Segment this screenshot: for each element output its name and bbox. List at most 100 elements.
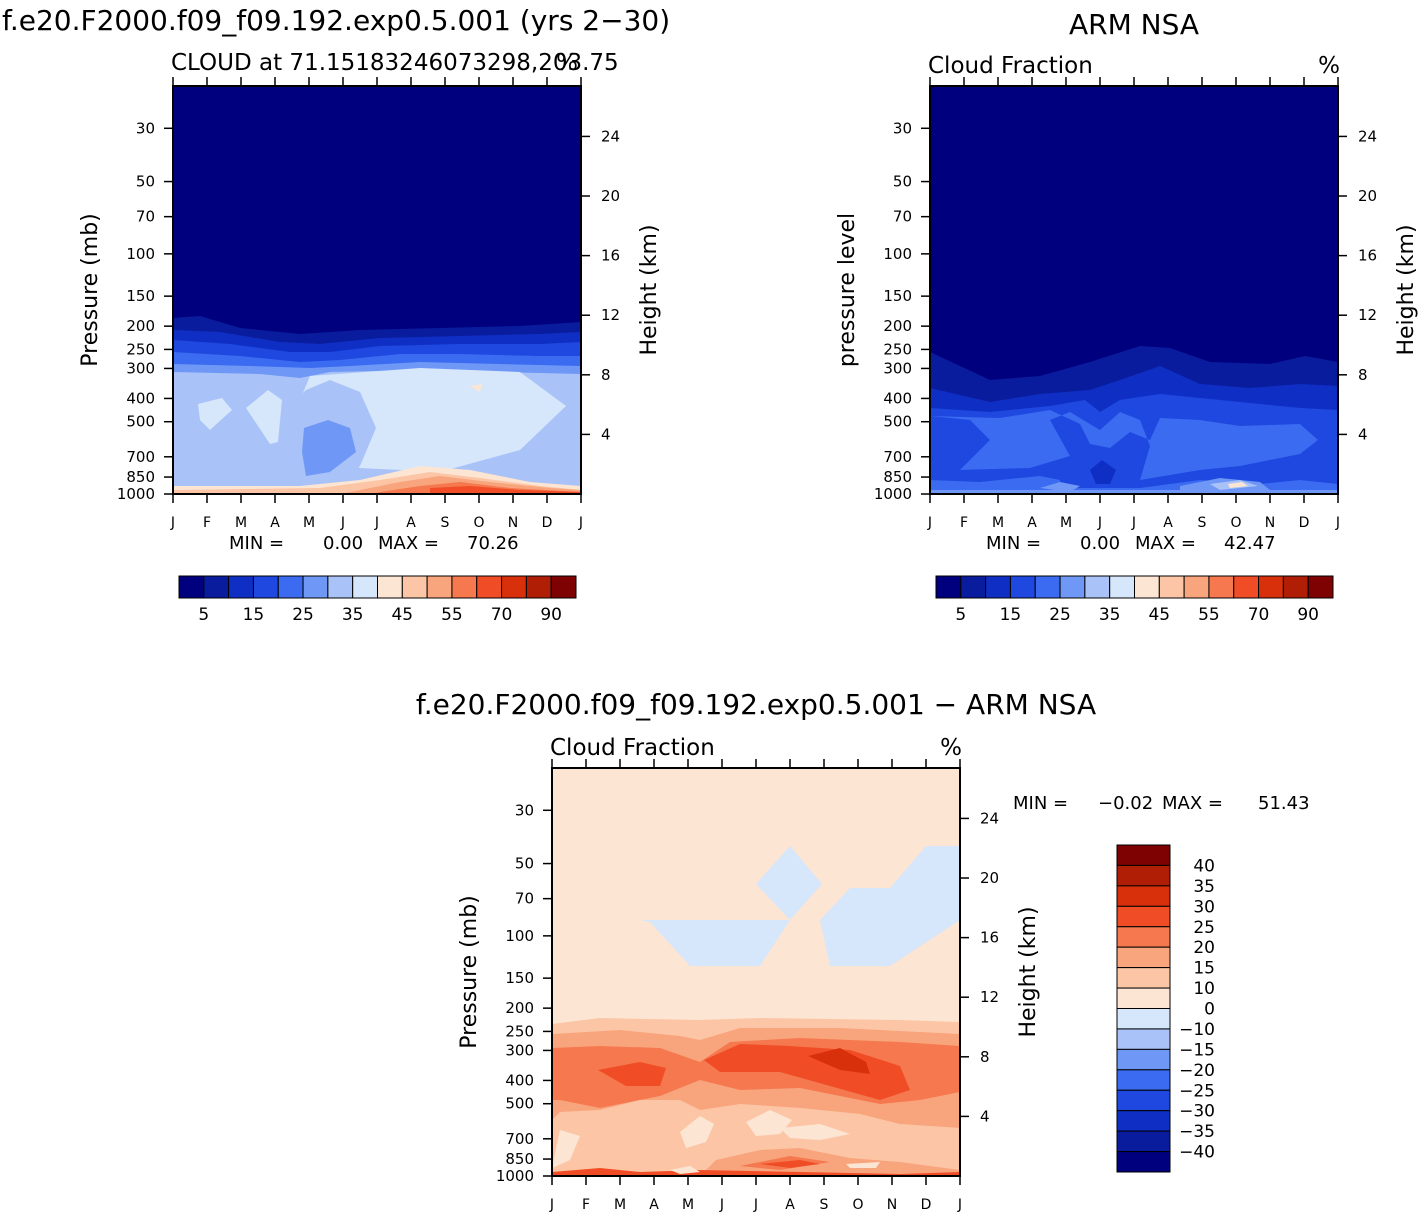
colorbar-label: 45 <box>1148 605 1170 625</box>
month-label: J <box>549 1197 554 1213</box>
colorbar-swatch <box>1258 575 1284 599</box>
pressure-tick-label: 30 <box>515 801 534 819</box>
contour-fill <box>430 486 581 494</box>
colorbar-label: 35 <box>1099 605 1121 625</box>
month-label: J <box>1335 515 1340 531</box>
pressure-tick-label: 500 <box>126 413 155 431</box>
height-tick-label: 12 <box>601 306 620 324</box>
pressure-tick-label: 250 <box>505 1022 534 1040</box>
colorbar-label: 30 <box>1193 897 1215 917</box>
panel-diff-subtitle: Cloud Fraction <box>550 735 715 761</box>
colorbar-label: 70 <box>491 605 513 625</box>
colorbar-swatch <box>1307 575 1334 599</box>
pressure-tick-label: 700 <box>883 448 912 466</box>
colorbar-swatch <box>1116 864 1171 887</box>
pressure-tick-label: 70 <box>515 890 534 908</box>
colorbar-label: 5 <box>198 605 209 625</box>
month-label: J <box>578 515 583 531</box>
month-label: J <box>927 515 932 531</box>
colorbar-swatch <box>1009 575 1036 599</box>
month-label: J <box>170 515 175 531</box>
colorbar-swatch <box>1116 1069 1171 1091</box>
panel-diff-contours <box>552 768 960 1176</box>
month-label: M <box>614 1197 626 1213</box>
month-label: M <box>1060 515 1072 531</box>
colorbar-label: 25 <box>1193 918 1215 938</box>
colorbar-swatch <box>1116 1130 1171 1153</box>
month-label: A <box>1163 515 1173 531</box>
colorbar-swatch <box>203 575 230 599</box>
colorbar-label: 25 <box>292 605 314 625</box>
pressure-tick-label: 700 <box>126 448 155 466</box>
month-label: S <box>441 515 450 531</box>
height-tick-label: 24 <box>980 809 999 827</box>
colorbar-swatch <box>1116 1089 1171 1112</box>
pressure-tick-label: 70 <box>136 208 155 226</box>
ylabel-right: Height (km) <box>637 224 662 355</box>
contour-fill <box>1090 460 1116 484</box>
colorbar-swatch <box>1158 575 1185 599</box>
pressure-tick-label: 300 <box>883 359 912 377</box>
pressure-tick-label: 250 <box>883 340 912 358</box>
colorbar-swatch <box>1208 575 1235 599</box>
height-tick-label: 8 <box>1358 366 1368 384</box>
colorbar-label: 15 <box>243 605 265 625</box>
stat-max-value: 42.47 <box>1224 533 1276 554</box>
contour-fill <box>746 1110 792 1136</box>
pressure-tick-label: 200 <box>505 999 534 1017</box>
pressure-tick-label: 70 <box>893 208 912 226</box>
month-label: D <box>542 515 553 531</box>
colorbar-swatch <box>960 575 987 599</box>
contour-fill <box>1228 482 1248 488</box>
pressure-tick-label: 700 <box>505 1130 534 1148</box>
height-tick-label: 20 <box>1358 187 1377 205</box>
month-label: F <box>582 1197 590 1213</box>
pressure-tick-label: 400 <box>126 389 155 407</box>
stat-min-label: MIN = <box>1013 793 1068 814</box>
panel-model-units: % <box>556 50 578 76</box>
contour-fill <box>198 398 232 430</box>
month-label: A <box>270 515 280 531</box>
colorbar-label: 20 <box>1193 938 1215 958</box>
height-tick-label: 24 <box>1358 127 1377 145</box>
ylabel-right: Height (km) <box>1016 906 1041 1037</box>
month-label: N <box>508 515 518 531</box>
pressure-tick-label: 200 <box>126 317 155 335</box>
pressure-tick-label: 50 <box>893 173 912 191</box>
month-label: N <box>887 1197 897 1213</box>
month-label: O <box>852 1197 863 1213</box>
panel-diff: f.e20.F2000.f09_f09.192.exp0.5.001 − ARM… <box>416 688 1310 1213</box>
colorbar-label: 15 <box>1193 959 1215 979</box>
contour-fill <box>808 1048 870 1074</box>
month-label: A <box>1027 515 1037 531</box>
colorbar-label: −20 <box>1179 1061 1215 1081</box>
colorbar-swatch <box>1116 1151 1171 1173</box>
colorbar-swatch <box>1116 1028 1171 1050</box>
contour-fill <box>552 1100 960 1176</box>
pressure-tick-label: 100 <box>126 245 155 263</box>
pressure-tick-label: 200 <box>883 317 912 335</box>
panel-obs-units: % <box>1318 53 1340 79</box>
month-label: A <box>785 1197 795 1213</box>
colorbar-swatch <box>1116 967 1171 989</box>
colorbar-swatch <box>352 575 378 599</box>
colorbar-swatch <box>377 575 403 599</box>
colorbar-swatch <box>935 575 962 599</box>
colorbar-swatch <box>277 575 304 599</box>
colorbar-label: 35 <box>342 605 364 625</box>
contour-fill <box>470 384 482 392</box>
pressure-tick-label: 400 <box>883 389 912 407</box>
ylabel-left: pressure level <box>835 213 860 367</box>
colorbar-label: 10 <box>1193 979 1215 999</box>
colorbar-swatch <box>1084 575 1111 599</box>
stat-min-value: −0.02 <box>1098 793 1153 814</box>
pressure-tick-label: 30 <box>136 119 155 137</box>
height-tick-label: 8 <box>980 1048 990 1066</box>
pressure-tick-label: 100 <box>505 927 534 945</box>
panel-model-colorbar: 5 15 25 35 45 55 70 90 <box>178 575 577 625</box>
colorbar-label: −30 <box>1179 1102 1215 1122</box>
colorbar-swatch <box>1116 885 1171 907</box>
colorbar-label: 25 <box>1049 605 1071 625</box>
